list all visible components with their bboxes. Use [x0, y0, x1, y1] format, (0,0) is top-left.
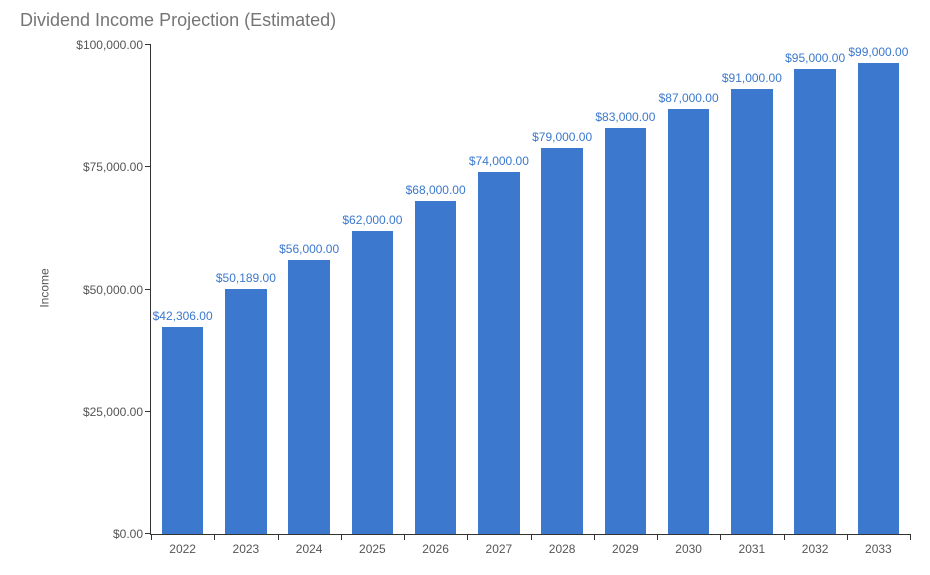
x-tick-mark: [784, 534, 785, 540]
bar-slot: $68,000.002026: [404, 45, 467, 534]
bar-slot: $87,000.002030: [657, 45, 720, 534]
bar: [162, 327, 204, 534]
bars-row: $42,306.002022$50,189.002023$56,000.0020…: [151, 45, 910, 534]
x-tick-mark: [910, 534, 911, 540]
bar: [731, 89, 773, 534]
y-tick-mark: [145, 289, 151, 290]
x-tick-mark: [531, 534, 532, 540]
y-axis-label: Income: [38, 268, 52, 307]
bar: [478, 172, 520, 534]
bar: [415, 201, 457, 534]
bar: [858, 63, 900, 534]
bar-slot: $42,306.002022: [151, 45, 214, 534]
x-tick-label: 2032: [802, 542, 829, 556]
bar-slot: $99,000.002033: [847, 45, 910, 534]
y-tick-mark: [145, 411, 151, 412]
x-tick-mark: [278, 534, 279, 540]
x-tick-label: 2031: [739, 542, 766, 556]
x-tick-label: 2029: [612, 542, 639, 556]
y-tick-label: $100,000.00: [76, 38, 151, 52]
bar: [352, 231, 394, 534]
bar-value-label: $50,189.00: [216, 271, 276, 285]
x-tick-label: 2030: [675, 542, 702, 556]
x-tick-label: 2023: [233, 542, 260, 556]
bar: [668, 109, 710, 534]
bar-value-label: $91,000.00: [722, 71, 782, 85]
x-tick-label: 2026: [422, 542, 449, 556]
bar-value-label: $87,000.00: [659, 91, 719, 105]
x-tick-mark: [847, 534, 848, 540]
x-tick-label: 2022: [169, 542, 196, 556]
bar: [541, 148, 583, 534]
bar-value-label: $42,306.00: [153, 309, 213, 323]
y-tick-label: $50,000.00: [83, 283, 151, 297]
bar-value-label: $56,000.00: [279, 242, 339, 256]
bar-value-label: $68,000.00: [406, 183, 466, 197]
bar-slot: $83,000.002029: [594, 45, 657, 534]
y-tick-label: $25,000.00: [83, 405, 151, 419]
x-tick-mark: [404, 534, 405, 540]
x-tick-mark: [720, 534, 721, 540]
bar-slot: $74,000.002027: [467, 45, 530, 534]
x-tick-label: 2024: [296, 542, 323, 556]
x-tick-label: 2027: [486, 542, 513, 556]
bar-value-label: $79,000.00: [532, 130, 592, 144]
y-tick-label: $0.00: [113, 527, 151, 541]
bar-slot: $95,000.002032: [784, 45, 847, 534]
chart-title: Dividend Income Projection (Estimated): [20, 10, 336, 31]
bar: [288, 260, 330, 534]
bar-value-label: $74,000.00: [469, 154, 529, 168]
x-tick-mark: [594, 534, 595, 540]
x-tick-label: 2033: [865, 542, 892, 556]
bar-slot: $79,000.002028: [531, 45, 594, 534]
bar-slot: $56,000.002024: [278, 45, 341, 534]
x-tick-label: 2025: [359, 542, 386, 556]
x-tick-mark: [214, 534, 215, 540]
bar: [225, 289, 267, 534]
bar-slot: $50,189.002023: [214, 45, 277, 534]
bar-slot: $91,000.002031: [720, 45, 783, 534]
bar: [605, 128, 647, 534]
bar-value-label: $83,000.00: [595, 110, 655, 124]
bar-value-label: $95,000.00: [785, 51, 845, 65]
x-tick-mark: [467, 534, 468, 540]
plot-area: $42,306.002022$50,189.002023$56,000.0020…: [150, 45, 910, 535]
bar-value-label: $62,000.00: [342, 213, 402, 227]
bar-value-label: $99,000.00: [848, 45, 908, 59]
y-tick-label: $75,000.00: [83, 160, 151, 174]
bar-slot: $62,000.002025: [341, 45, 404, 534]
x-tick-mark: [341, 534, 342, 540]
x-tick-mark: [657, 534, 658, 540]
y-tick-mark: [145, 166, 151, 167]
x-tick-mark: [151, 534, 152, 540]
y-tick-mark: [145, 44, 151, 45]
bar: [794, 69, 836, 534]
dividend-projection-chart: Dividend Income Projection (Estimated) I…: [0, 0, 930, 575]
x-tick-label: 2028: [549, 542, 576, 556]
